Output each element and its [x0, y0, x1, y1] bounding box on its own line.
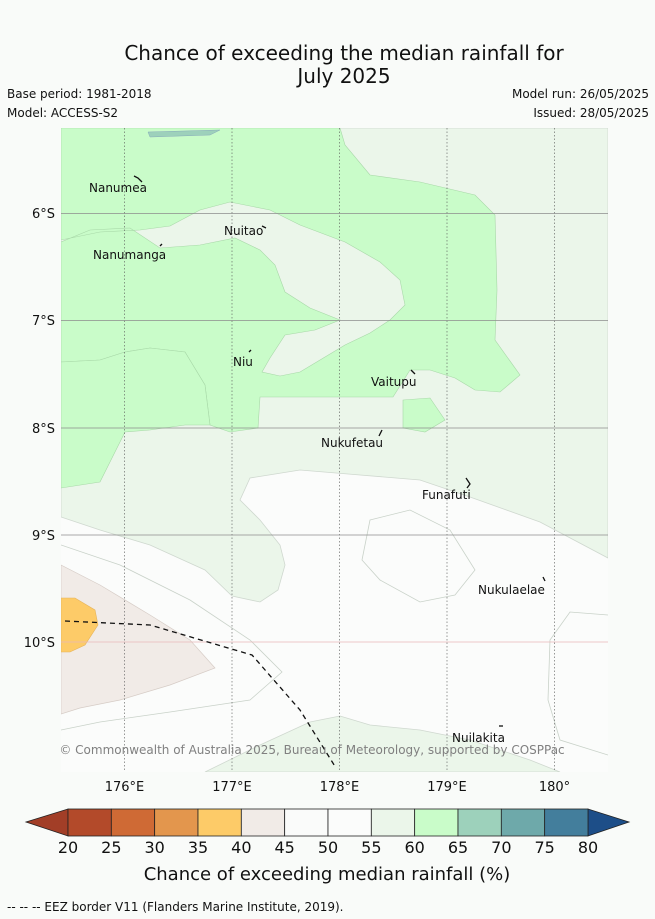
colorbar-segment [500, 808, 546, 837]
lon-label-177e: 177°E [212, 780, 252, 795]
contour-line [361, 509, 476, 603]
colorbar-tick-label: 25 [101, 838, 121, 857]
island-label-niu: Niu [233, 355, 253, 369]
colorbar-segment [110, 808, 156, 837]
island-label-nanumea: Nanumea [89, 181, 147, 195]
niu-island-shape [248, 349, 252, 353]
island-label-nuilakita: Nuilakita [452, 731, 505, 745]
contour-line [547, 611, 608, 756]
island-label-nukulaelae: Nukulaelae [478, 583, 545, 597]
colorbar-low-extension [24, 808, 69, 837]
lat-label-9s: 9°S [32, 529, 55, 544]
map-plot-area: Nanumea Nuitao Nanumanga Niu Vaitupu Nuk… [59, 128, 608, 772]
contour-line [61, 544, 283, 731]
lon-label-176e: 176°E [105, 780, 145, 795]
colorbar-label: Chance of exceeding median rainfall (%) [144, 864, 511, 885]
region-35-40 [61, 597, 99, 653]
island-shapes [133, 175, 546, 727]
island-label-nuitao: Nuitao [224, 224, 263, 238]
issue-date: Issued: 28/05/2025 [533, 106, 649, 120]
colorbar-segment [284, 808, 329, 837]
colorbar-segment [240, 808, 286, 837]
graticule-lon [124, 128, 555, 772]
lon-label-180: 180° [539, 780, 570, 795]
graticule-lat [61, 213, 608, 643]
colorbar-segment [154, 808, 199, 837]
colorbar-tick-label: 40 [231, 838, 251, 857]
model-run: Model run: 26/05/2025 [511, 87, 649, 101]
colorbar-segment [544, 808, 589, 837]
colorbar-segment [327, 808, 372, 837]
colorbar-tick-label: 55 [361, 838, 381, 857]
colorbar-segment [370, 808, 416, 837]
map-title-line2: July 2025 [297, 64, 391, 88]
colorbar-tick-label: 30 [144, 838, 164, 857]
colorbar-segment [457, 808, 502, 837]
colorbar-tick-label: 45 [274, 838, 294, 857]
nanumanga-island-shape [159, 243, 163, 247]
colorbar-tick-label: 35 [188, 838, 208, 857]
colorbar-tick-label: 80 [578, 838, 598, 857]
lat-label-7s: 7°S [32, 314, 55, 329]
colorbar-segment [67, 808, 112, 837]
nuitao-island-shape [261, 225, 267, 229]
island-label-funafuti: Funafuti [422, 488, 471, 502]
island-label-vaitupu: Vaitupu [371, 375, 417, 389]
lon-label-179e: 179°E [427, 780, 467, 795]
lat-label-6s: 6°S [32, 207, 55, 222]
colorbar-tick-label: 60 [404, 838, 424, 857]
base-period: Base period: 1981-2018 [7, 87, 152, 101]
lat-label-10s: 10°S [24, 636, 55, 651]
colorbar-tick-label: 20 [58, 838, 78, 857]
lat-label-8s: 8°S [32, 422, 55, 437]
copyright-notice: © Commonwealth of Australia 2025, Bureau… [59, 743, 564, 757]
colorbar-tick-label: 65 [448, 838, 468, 857]
nukulaelae-island-shape [542, 576, 546, 582]
eez-border [64, 620, 337, 769]
colorbar-tick-label: 70 [491, 838, 511, 857]
colorbar-tick-label: 75 [534, 838, 554, 857]
region-60-65-west [61, 347, 211, 489]
vaitupu-island-shape [410, 369, 416, 375]
eez-legend-note: -- -- -- EEZ border V11 (Flanders Marine… [7, 900, 344, 914]
lon-label-178e: 178°E [320, 780, 360, 795]
region-40-45 [61, 564, 216, 715]
colorbar: 20 25 30 35 40 45 50 55 60 65 70 75 80 [24, 808, 631, 857]
region-65-70 [147, 129, 221, 138]
model-name: Model: ACCESS-S2 [7, 106, 119, 120]
region-55-60-south [204, 715, 561, 772]
nukufetau-island-shape [378, 429, 383, 437]
island-label-nukufetau: Nukufetau [321, 436, 383, 450]
colorbar-segment [197, 808, 242, 837]
colorbar-tick-label: 50 [318, 838, 338, 857]
map-title-line1: Chance of exceeding the median rainfall … [124, 41, 564, 65]
region-60-65-north [61, 128, 521, 433]
colorbar-high-extension [587, 808, 631, 837]
nanumea-island-shape [133, 175, 143, 183]
colorbar-segment [414, 808, 459, 837]
funafuti-island-shape [465, 477, 471, 489]
island-label-nanumanga: Nanumanga [93, 248, 166, 262]
region-60-65-patch [402, 397, 446, 433]
